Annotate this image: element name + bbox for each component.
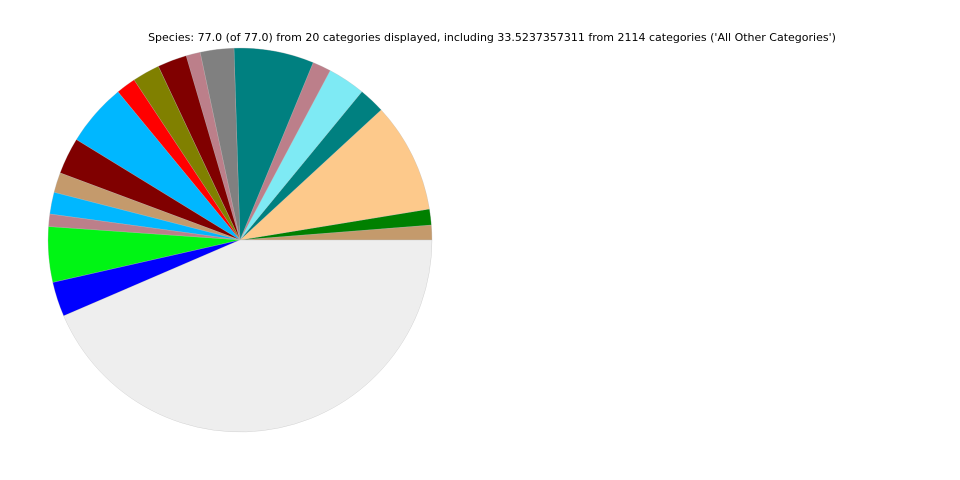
chart-title: Species: 77.0 (of 77.0) from 20 categori… bbox=[148, 31, 836, 44]
pie-slice bbox=[239, 109, 430, 241]
pie-slice bbox=[63, 239, 433, 433]
